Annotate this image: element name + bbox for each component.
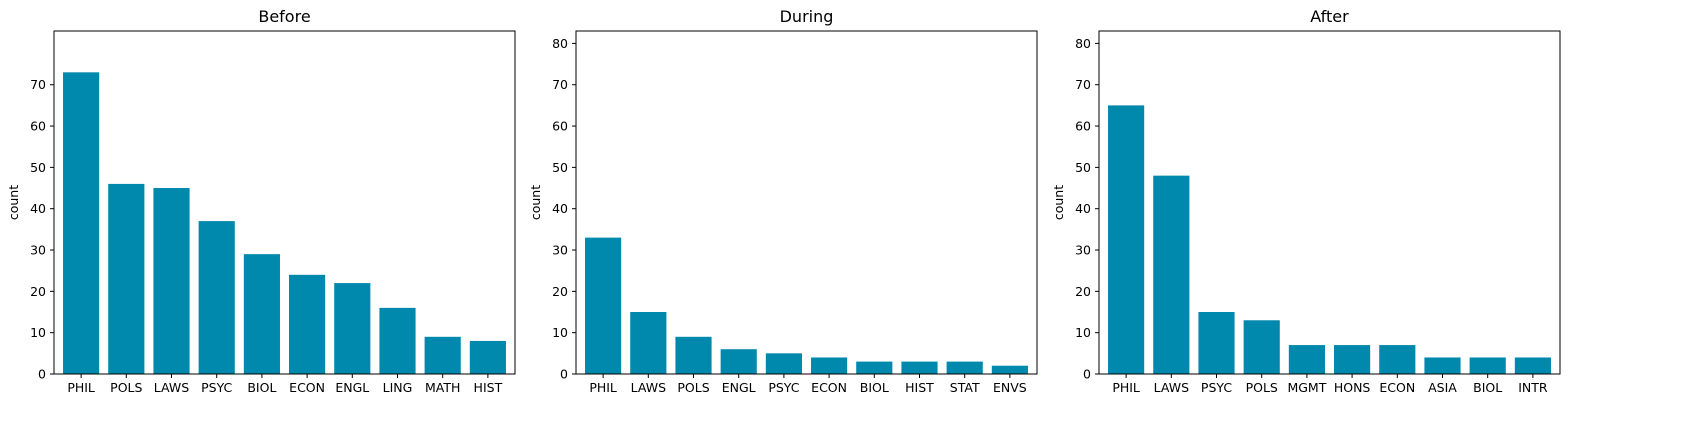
y-tick-label: 30 xyxy=(30,243,46,258)
axes-frame xyxy=(1098,30,1561,375)
x-tick-label: MATH xyxy=(425,380,460,395)
bar-econ xyxy=(1379,345,1416,374)
x-tick-label: HIST xyxy=(474,380,503,395)
x-tick-label: PHIL xyxy=(1112,380,1140,395)
bar-biol xyxy=(856,361,893,374)
y-tick-label: 0 xyxy=(38,367,46,382)
x-tick-label: LAWS xyxy=(154,380,189,395)
bar-psyc xyxy=(198,221,235,374)
bar-laws xyxy=(1153,175,1190,374)
y-axis-label: count xyxy=(1051,185,1066,220)
y-tick-label: 50 xyxy=(30,160,46,175)
chart-panel-0: Before PHIL POLS LAWS PSYC BIOL ECON ENGL LING MA… xyxy=(6,7,516,395)
y-tick-label: 40 xyxy=(552,201,568,216)
y-tick-label: 80 xyxy=(552,36,568,51)
bar-ling xyxy=(379,307,416,374)
x-tick-label: LING xyxy=(383,380,413,395)
y-tick-label: 20 xyxy=(1075,284,1091,299)
x-tick-label: INTR xyxy=(1518,380,1548,395)
x-tick-label: LAWS xyxy=(631,380,666,395)
y-tick-label: 60 xyxy=(30,119,46,134)
x-tick-label: BIOL xyxy=(860,380,889,395)
y-tick-label: 70 xyxy=(1075,77,1091,92)
bar-biol xyxy=(1469,357,1506,374)
x-tick-label: ASIA xyxy=(1428,380,1457,395)
bar-laws xyxy=(153,188,190,374)
chart-panel-1: During PHIL LAWS POLS ENGL PSYC ECON BIOL HIST ST… xyxy=(528,7,1038,395)
x-tick-label: ENGL xyxy=(722,380,756,395)
x-tick-label: HIST xyxy=(905,380,934,395)
y-axis-label: count xyxy=(6,185,21,220)
y-tick-label: 50 xyxy=(1075,160,1091,175)
x-tick-label: POLS xyxy=(1246,380,1278,395)
y-tick-label: 40 xyxy=(30,201,46,216)
x-tick-label: HONS xyxy=(1334,380,1371,395)
y-tick-label: 60 xyxy=(552,119,568,134)
y-tick-label: 10 xyxy=(552,325,568,340)
x-tick-label: PSYC xyxy=(1201,380,1232,395)
x-tick-label: PSYC xyxy=(201,380,232,395)
x-tick-label: PHIL xyxy=(589,380,617,395)
bar-psyc xyxy=(1198,312,1235,374)
bar-envs xyxy=(991,365,1028,374)
bar-pols xyxy=(108,183,145,374)
y-tick-label: 30 xyxy=(552,243,568,258)
x-tick-label: PSYC xyxy=(768,380,799,395)
x-tick-label: ENVS xyxy=(993,380,1027,395)
x-tick-label: ECON xyxy=(289,380,325,395)
x-tick-label: POLS xyxy=(110,380,142,395)
bar-phil xyxy=(1108,105,1145,374)
x-tick-label: BIOL xyxy=(247,380,276,395)
y-tick-label: 50 xyxy=(552,160,568,175)
y-tick-label: 40 xyxy=(1075,201,1091,216)
bar-phil xyxy=(63,72,100,374)
bar-pols xyxy=(675,336,712,374)
bar-econ xyxy=(289,274,326,374)
bar-engl xyxy=(720,349,757,374)
y-tick-label: 20 xyxy=(30,284,46,299)
bar-engl xyxy=(334,283,371,374)
y-tick-label: 80 xyxy=(1075,36,1091,51)
y-tick-label: 0 xyxy=(1083,367,1091,382)
y-tick-label: 20 xyxy=(552,284,568,299)
x-tick-label: PHIL xyxy=(67,380,95,395)
chart-title: During xyxy=(780,7,834,26)
bar-hons xyxy=(1334,345,1371,374)
x-tick-label: ECON xyxy=(811,380,847,395)
bar-intr xyxy=(1514,357,1551,374)
x-tick-label: LAWS xyxy=(1154,380,1189,395)
bar-biol xyxy=(243,254,280,374)
bar-math xyxy=(424,336,461,374)
x-tick-label: ECON xyxy=(1379,380,1415,395)
x-tick-label: STAT xyxy=(950,380,980,395)
bar-mgmt xyxy=(1288,345,1325,374)
bar-phil xyxy=(585,237,622,374)
x-tick-label: MGMT xyxy=(1287,380,1326,395)
y-tick-label: 60 xyxy=(1075,119,1091,134)
x-tick-label: POLS xyxy=(677,380,709,395)
y-tick-label: 0 xyxy=(560,367,568,382)
x-tick-label: BIOL xyxy=(1473,380,1502,395)
bar-hist xyxy=(469,340,506,374)
y-tick-label: 10 xyxy=(1075,325,1091,340)
chart-title: Before xyxy=(258,7,310,26)
chart-title: After xyxy=(1310,7,1349,26)
bar-psyc xyxy=(765,353,802,374)
chart-panel-2: After PHIL LAWS PSYC POLS MGMT HONS ECON ASIA BIO… xyxy=(1051,7,1561,395)
axes-frame xyxy=(575,30,1038,375)
bar-asia xyxy=(1424,357,1461,374)
bar-hist xyxy=(901,361,938,374)
y-tick-label: 30 xyxy=(1075,243,1091,258)
bar-stat xyxy=(946,361,983,374)
bar-pols xyxy=(1243,320,1280,374)
axes-frame xyxy=(53,30,516,375)
x-tick-label: ENGL xyxy=(335,380,369,395)
y-tick-label: 10 xyxy=(30,325,46,340)
bar-laws xyxy=(630,312,667,374)
y-axis-label: count xyxy=(528,185,543,220)
bar-econ xyxy=(811,357,848,374)
y-tick-label: 70 xyxy=(552,77,568,92)
y-tick-label: 70 xyxy=(30,77,46,92)
